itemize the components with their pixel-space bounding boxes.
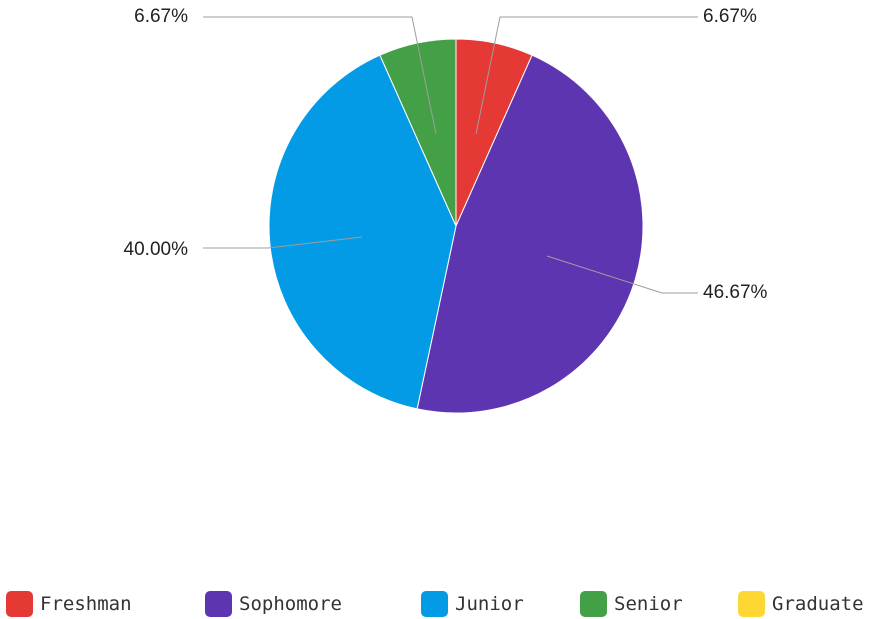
legend-item-sophomore[interactable]: Sophomore bbox=[205, 590, 342, 618]
data-label-freshman: 6.67% bbox=[703, 6, 757, 27]
legend-item-graduate[interactable]: Graduate bbox=[738, 590, 864, 618]
legend: Freshman Sophomore Junior Senior Graduat… bbox=[0, 590, 878, 618]
legend-label-senior: Senior bbox=[614, 593, 683, 615]
legend-label-junior: Junior bbox=[455, 593, 524, 615]
legend-label-graduate: Graduate bbox=[772, 593, 864, 615]
legend-swatch-freshman bbox=[6, 591, 33, 617]
pie-slices bbox=[268, 38, 644, 414]
leader-line-sophomore bbox=[546, 255, 698, 294]
data-label-sophomore: 46.67% bbox=[703, 282, 768, 303]
legend-item-junior[interactable]: Junior bbox=[421, 590, 524, 618]
leader-line-freshman bbox=[475, 16, 698, 135]
legend-swatch-graduate bbox=[738, 591, 765, 617]
legend-swatch-senior bbox=[580, 591, 607, 617]
leader-line-senior bbox=[203, 16, 437, 135]
leader-lines bbox=[203, 16, 698, 294]
legend-swatch-sophomore bbox=[205, 591, 232, 617]
percentage-labels: 6.67% 46.67% 40.00% 6.67% bbox=[124, 6, 768, 303]
legend-label-freshman: Freshman bbox=[40, 593, 132, 615]
legend-swatch-junior bbox=[421, 591, 448, 617]
leader-line-junior bbox=[203, 236, 363, 249]
data-label-junior: 40.00% bbox=[124, 239, 189, 260]
data-label-senior: 6.67% bbox=[134, 6, 188, 27]
legend-label-sophomore: Sophomore bbox=[239, 593, 342, 615]
pie-slice-junior[interactable] bbox=[268, 54, 457, 410]
legend-item-freshman[interactable]: Freshman bbox=[6, 590, 132, 618]
legend-item-senior[interactable]: Senior bbox=[580, 590, 683, 618]
